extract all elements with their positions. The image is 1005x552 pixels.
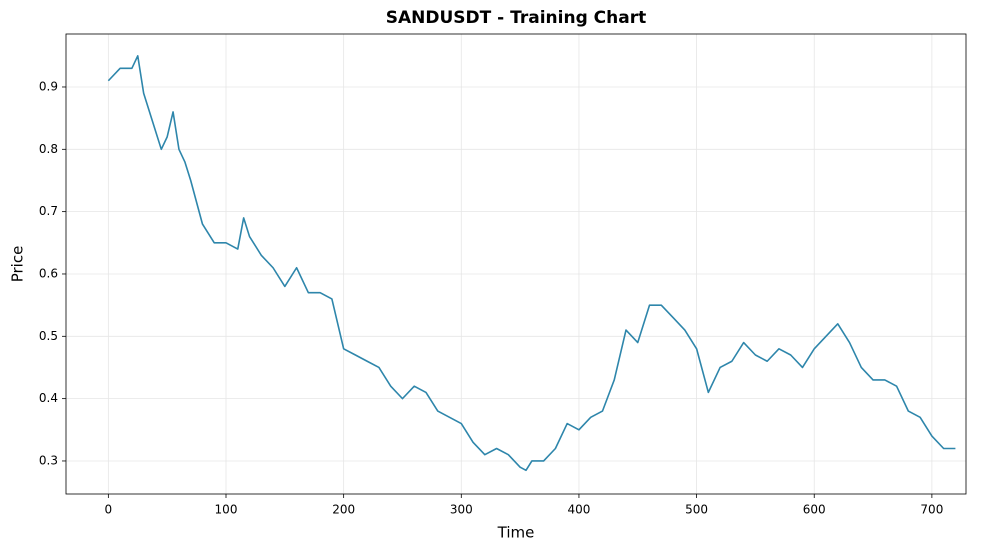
chart-title: SANDUSDT - Training Chart [386,8,646,28]
y-tick-label: 0.9 [39,79,58,93]
y-tick-label: 0.4 [39,391,58,405]
y-tick-label: 0.5 [39,329,58,343]
plot-frame [65,33,967,495]
y-tick-label: 0.3 [39,453,58,467]
y-axis-label: Price [9,246,27,283]
grid [66,34,966,494]
x-tick-label: 500 [685,503,708,517]
x-tick-label: 200 [332,503,355,517]
x-tick-label: 0 [105,503,113,517]
y-tick-label: 0.8 [39,142,58,156]
y-tick-label: 0.7 [39,204,58,218]
x-axis-label: Time [497,524,535,542]
price-line [107,55,956,472]
x-tick-label: 300 [450,503,473,517]
x-tick-label: 600 [803,503,826,517]
x-tick-label: 700 [920,503,943,517]
y-tick-label: 0.6 [39,266,58,280]
x-tick-label: 100 [215,503,238,517]
x-tick-label: 400 [567,503,590,517]
plot [107,55,956,472]
